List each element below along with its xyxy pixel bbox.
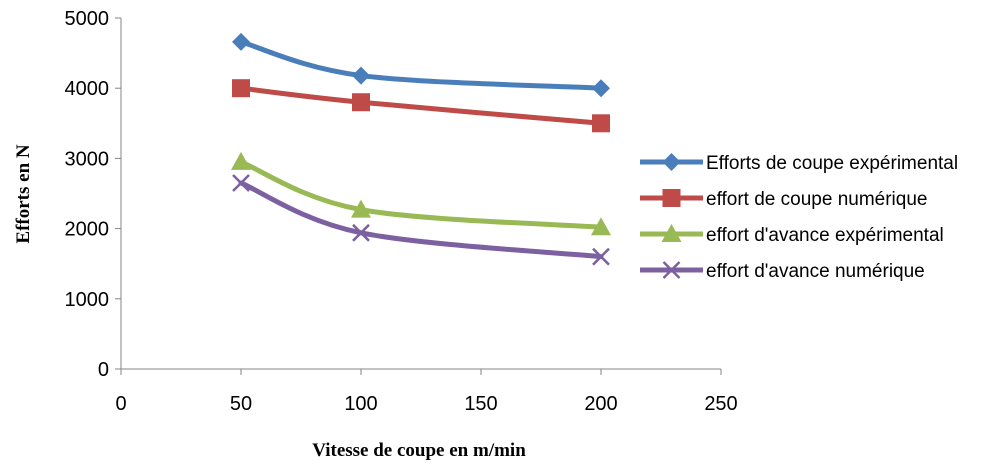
- series-3: [231, 151, 611, 236]
- y-tick-label: 4000: [65, 78, 110, 100]
- legend-marker: [662, 261, 681, 279]
- marker-stroke: [232, 174, 250, 192]
- axes: 0 1000 2000 3000 4000 5000 0 50 100 150 200 250: [65, 8, 738, 415]
- data-point: [592, 247, 610, 266]
- legend-label: Efforts de coupe expérimental: [706, 153, 958, 174]
- y-axis-title: Efforts en N: [13, 144, 34, 243]
- x-tick-label: 150: [464, 393, 497, 415]
- legend-item-2: effort de coupe numérique: [640, 189, 927, 210]
- legend-label: effort d'avance expérimental: [706, 225, 944, 246]
- legend-label: effort de coupe numérique: [706, 189, 927, 210]
- x-axis-title: Vitesse de coupe en m/min: [312, 440, 526, 461]
- data-point: [352, 223, 370, 242]
- series-line: [238, 159, 604, 230]
- legend-marker: [662, 189, 681, 207]
- y-tick-label: 0: [98, 359, 109, 381]
- data-point: [232, 79, 250, 98]
- data-point: [352, 93, 370, 112]
- marker-stroke: [352, 223, 370, 242]
- data-point: [351, 199, 371, 218]
- series-line: [238, 85, 604, 126]
- series-line: [238, 39, 604, 91]
- data-point: [591, 217, 611, 236]
- y-tick-label: 5000: [65, 8, 110, 30]
- series-1: [232, 32, 610, 98]
- legend-item-4: effort d'avance numérique: [640, 261, 925, 282]
- series-4: [232, 174, 610, 266]
- data-point: [592, 79, 610, 98]
- x-tick-label: 250: [704, 393, 737, 415]
- data-point: [231, 151, 251, 170]
- x-tick-label: 0: [115, 393, 126, 415]
- legend-label: effort d'avance numérique: [706, 261, 925, 282]
- y-tick-label: 1000: [65, 289, 110, 311]
- y-tick-label: 2000: [65, 219, 110, 241]
- data-point: [592, 114, 610, 133]
- legend-item-3: effort d'avance expérimental: [640, 224, 944, 246]
- series-layer: [231, 32, 611, 266]
- series-2: [232, 79, 610, 133]
- x-tick-label: 50: [230, 393, 252, 415]
- legend-marker: [662, 153, 681, 171]
- legend-item-1: Efforts de coupe expérimental: [640, 153, 958, 174]
- marker-stroke: [592, 247, 610, 266]
- series-line: [238, 180, 604, 260]
- legend-marker: [661, 224, 682, 242]
- x-tick-label: 100: [344, 393, 377, 415]
- x-tick-label: 200: [584, 393, 617, 415]
- data-point: [352, 66, 370, 85]
- data-point: [232, 32, 250, 51]
- legend: Efforts de coupe expérimental effort de c…: [640, 153, 958, 282]
- data-point: [232, 174, 250, 192]
- y-tick-label: 3000: [65, 148, 110, 170]
- marker-stroke: [662, 261, 681, 279]
